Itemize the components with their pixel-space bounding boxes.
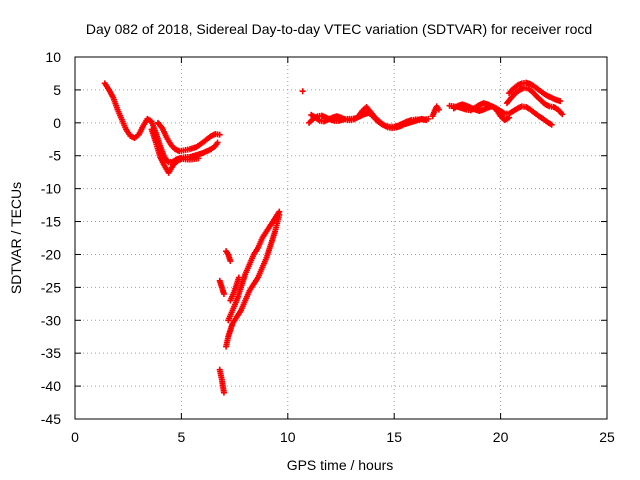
data-series (225, 208, 283, 324)
data-point (227, 258, 234, 265)
x-tick-label: 0 (71, 429, 79, 445)
y-tick-label: 10 (45, 49, 61, 65)
x-tick-label: 5 (178, 429, 186, 445)
data-series (503, 84, 566, 118)
data-series (216, 277, 227, 297)
data-series (506, 79, 564, 105)
y-tick-label: -15 (41, 214, 61, 230)
data-point (559, 111, 566, 118)
data-series (148, 126, 202, 176)
x-tick-label: 25 (599, 429, 615, 445)
y-tick-label: -45 (41, 411, 61, 427)
y-tick-label: -35 (41, 345, 61, 361)
data-series (450, 101, 513, 124)
data-point (195, 155, 202, 162)
data-point (220, 389, 227, 396)
data-point (299, 88, 306, 95)
y-tick-label: 0 (53, 115, 61, 131)
plot-grid (75, 57, 607, 419)
y-tick-label: -40 (41, 378, 61, 394)
data-points (101, 79, 566, 396)
x-tick-label: 15 (386, 429, 402, 445)
data-series (223, 248, 234, 265)
data-series (308, 104, 430, 132)
y-tick-label: -30 (41, 312, 61, 328)
data-series (154, 119, 223, 155)
data-point (220, 290, 227, 297)
data-point (276, 208, 283, 215)
data-series (299, 88, 306, 95)
y-axis-tick-labels: 10 5 0 -5 -10 -15 -20 -25 -30 -35 -40 -45 (41, 49, 61, 427)
data-series (429, 103, 442, 120)
y-axis-label: SDTVAR / TECUs (8, 182, 24, 294)
data-point (423, 117, 430, 124)
data-point (506, 114, 513, 121)
data-point (235, 274, 242, 281)
data-point (548, 121, 555, 128)
axis-ticks (74, 56, 608, 420)
y-tick-label: -5 (49, 148, 62, 164)
data-series (227, 274, 242, 304)
plot-frame (74, 56, 608, 420)
x-tick-label: 10 (280, 429, 296, 445)
data-point (435, 106, 442, 113)
y-tick-label: 5 (53, 82, 61, 98)
y-tick-label: -10 (41, 181, 61, 197)
y-tick-label: -25 (41, 279, 61, 295)
data-series (223, 211, 283, 350)
chart-title: Day 082 of 2018, Sidereal Day-to-day VTE… (86, 21, 592, 37)
data-point (557, 98, 564, 105)
data-point (214, 139, 221, 146)
y-tick-label: -20 (41, 246, 61, 262)
data-point (216, 131, 223, 138)
x-tick-label: 20 (493, 429, 509, 445)
x-axis-tick-labels: 0 5 10 15 20 25 (71, 429, 615, 445)
data-series (216, 366, 227, 396)
x-axis-label: GPS time / hours (287, 457, 394, 473)
